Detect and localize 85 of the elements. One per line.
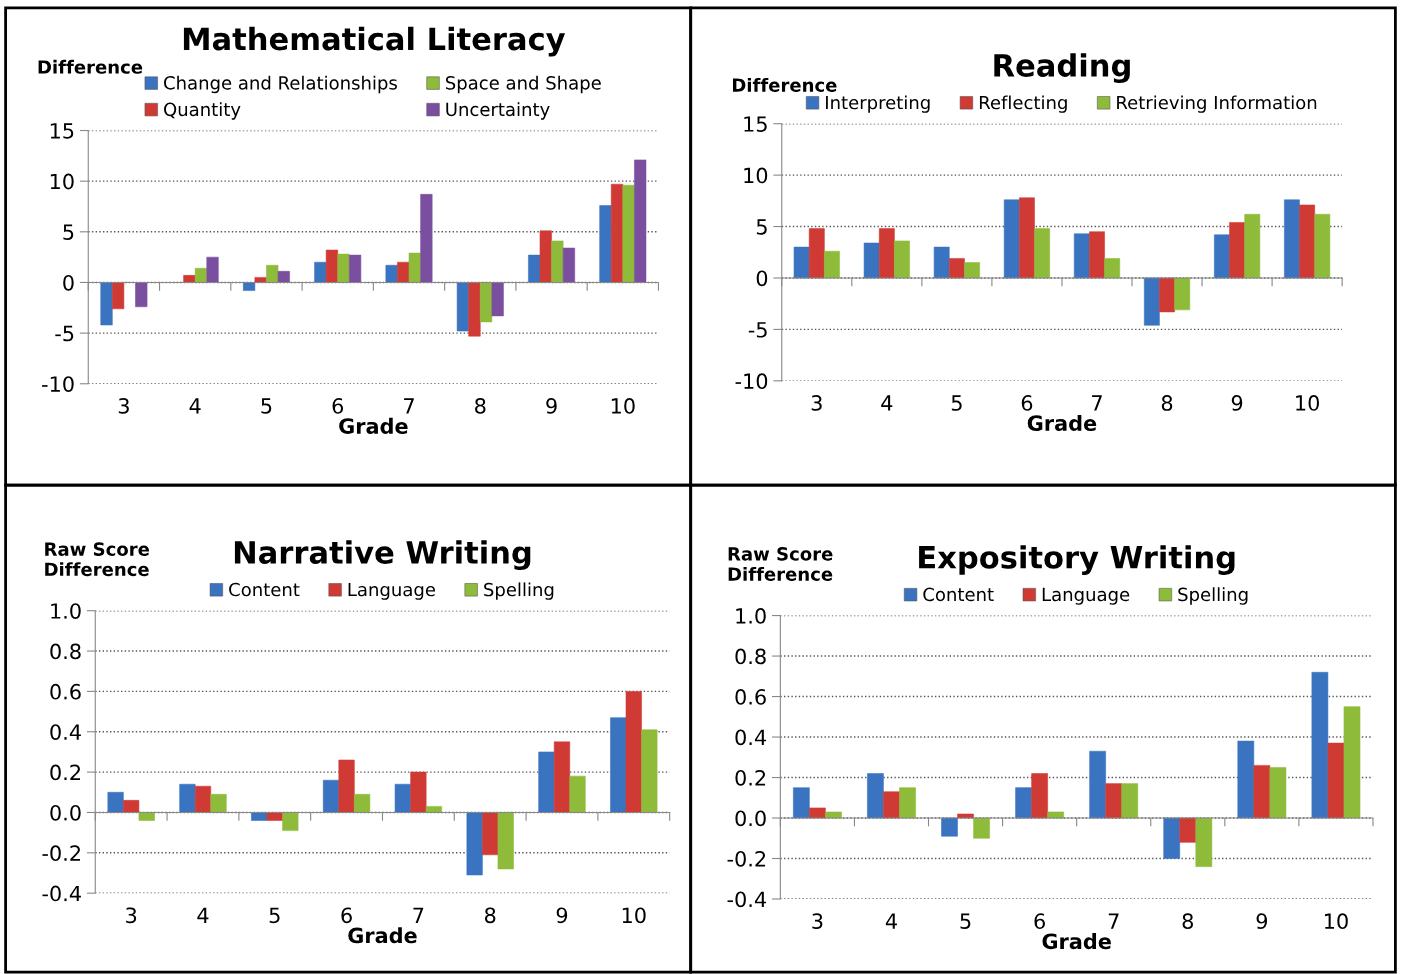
y-tick-label: 1.0: [736, 608, 766, 624]
y-tick-label: -10: [735, 373, 768, 390]
x-tick-label: 8: [475, 398, 486, 414]
x-tick-label: 10: [1324, 913, 1348, 930]
y-tick-label: -10: [42, 376, 74, 392]
x-tick-label: 10: [622, 907, 646, 924]
y-tick-label: -5: [748, 322, 767, 338]
y-tick-label: -5: [55, 325, 74, 342]
legend-label: Content: [923, 587, 994, 602]
x-tick-label: 8: [1161, 395, 1173, 411]
x-axis-title: Grade: [348, 927, 417, 944]
y-tick-label: 1.0: [51, 603, 81, 619]
x-tick-label: 6: [341, 907, 352, 924]
x-tick-label: 9: [556, 907, 568, 924]
x-tick-label: 10: [611, 398, 635, 414]
x-tick-label: 9: [1256, 913, 1268, 930]
y-tick-label: -0.4: [42, 885, 81, 902]
x-tick-label: 8: [484, 907, 496, 924]
x-tick-label: 3: [811, 395, 822, 411]
x-tick-label: 3: [126, 907, 137, 924]
chart-title: Mathematical Literacy: [183, 26, 566, 57]
x-tick-label: 9: [1231, 395, 1243, 411]
y-tick-label: 0.0: [50, 804, 81, 821]
legend-label: Language: [348, 582, 435, 600]
y-tick-label: 0.4: [735, 729, 766, 746]
x-tick-label: 7: [1092, 395, 1102, 411]
x-tick-label: 3: [812, 913, 823, 930]
chart-title: Expository Writing: [919, 545, 1235, 575]
legend-label: Language: [1042, 587, 1130, 605]
y-tick-label: 5: [756, 219, 767, 235]
chart-title: Reading: [994, 53, 1130, 84]
legend-label: Interpreting: [826, 95, 930, 113]
y-tick-label: 5: [63, 224, 74, 241]
legend-label: Retrieving Information: [1117, 95, 1317, 113]
y-tick-label: 0.6: [50, 683, 81, 700]
y-tick-label: 0.2: [735, 769, 766, 786]
y-axis-title: Raw Score Difference: [728, 547, 833, 581]
chart-title: Narrative Writing: [234, 540, 531, 571]
x-tick-label: 4: [881, 395, 893, 411]
y-tick-label: 15: [744, 116, 767, 132]
x-tick-label: 8: [1182, 913, 1193, 930]
x-axis-title: Grade: [1027, 414, 1097, 432]
x-tick-label: 4: [189, 398, 201, 414]
legend-label: Content: [229, 582, 300, 597]
y-axis-title: Difference: [38, 59, 143, 74]
x-tick-label: 4: [885, 913, 897, 929]
x-tick-label: 7: [413, 907, 424, 923]
y-axis-title: Difference: [732, 77, 837, 92]
legend-label: Spelling: [484, 582, 554, 600]
legend-label: Spelling: [1178, 587, 1248, 605]
x-tick-label: 6: [332, 398, 344, 414]
x-tick-label: 6: [1034, 913, 1045, 930]
x-tick-label: 6: [1021, 395, 1033, 411]
x-tick-label: 5: [951, 395, 962, 411]
x-tick-label: 7: [404, 398, 414, 414]
x-axis-title: Grade: [1042, 933, 1111, 950]
y-tick-label: 10: [50, 173, 74, 190]
y-tick-label: 0: [756, 270, 768, 287]
y-tick-label: -0.2: [727, 850, 766, 867]
legend-label: Change and Relationships: [164, 75, 397, 94]
legend-label: Reflecting: [979, 95, 1067, 113]
x-tick-label: 4: [197, 907, 209, 923]
y-tick-label: 0.8: [735, 648, 766, 665]
legend-label: Space and Shape: [445, 75, 601, 94]
y-axis-title: Raw Score Difference: [45, 542, 150, 577]
x-axis-title: Grade: [339, 417, 408, 434]
legend-label: Uncertainty: [446, 102, 550, 120]
x-tick-label: 5: [960, 913, 971, 930]
y-tick-label: 0.4: [50, 724, 81, 740]
x-tick-label: 7: [1108, 913, 1119, 929]
y-tick-label: 0: [63, 274, 74, 291]
x-tick-label: 10: [1296, 395, 1319, 411]
x-tick-label: 5: [261, 398, 272, 414]
legend-label: Quantity: [164, 102, 241, 120]
y-tick-label: 0.0: [735, 810, 766, 827]
y-tick-label: 0.8: [50, 643, 81, 660]
x-tick-label: 9: [546, 398, 557, 414]
x-tick-label: 5: [269, 907, 280, 924]
y-tick-label: -0.4: [727, 891, 766, 908]
y-tick-label: 15: [50, 123, 74, 139]
y-tick-label: 0.2: [50, 764, 80, 781]
y-tick-label: 0.6: [735, 689, 766, 705]
y-tick-label: 10: [744, 167, 768, 184]
x-tick-label: 3: [118, 398, 129, 414]
y-tick-label: -0.2: [42, 845, 80, 862]
